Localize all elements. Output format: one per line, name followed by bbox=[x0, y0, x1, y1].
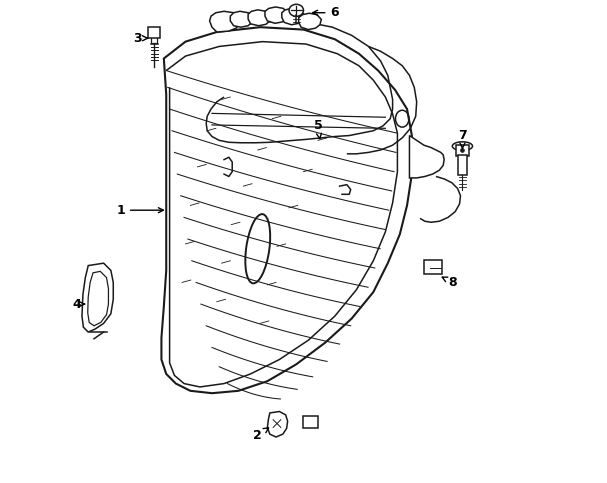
Polygon shape bbox=[209, 11, 240, 32]
Ellipse shape bbox=[452, 142, 472, 151]
FancyBboxPatch shape bbox=[458, 155, 467, 175]
FancyBboxPatch shape bbox=[149, 27, 160, 38]
Ellipse shape bbox=[289, 4, 304, 16]
Text: 7: 7 bbox=[458, 129, 467, 148]
Polygon shape bbox=[248, 10, 271, 26]
Polygon shape bbox=[82, 263, 114, 332]
Polygon shape bbox=[265, 7, 288, 23]
Polygon shape bbox=[88, 271, 109, 326]
Ellipse shape bbox=[461, 149, 464, 153]
Polygon shape bbox=[282, 8, 304, 25]
Text: 5: 5 bbox=[314, 119, 322, 139]
Polygon shape bbox=[410, 136, 444, 178]
Polygon shape bbox=[302, 416, 318, 428]
FancyBboxPatch shape bbox=[456, 145, 469, 156]
Text: 2: 2 bbox=[253, 428, 268, 441]
FancyBboxPatch shape bbox=[424, 260, 443, 274]
Text: 3: 3 bbox=[133, 32, 148, 45]
Text: 1: 1 bbox=[116, 204, 163, 217]
Text: 8: 8 bbox=[442, 276, 457, 289]
Polygon shape bbox=[299, 13, 321, 29]
Text: 4: 4 bbox=[73, 298, 84, 311]
Polygon shape bbox=[267, 412, 288, 437]
Polygon shape bbox=[230, 11, 253, 27]
Text: 6: 6 bbox=[313, 6, 339, 19]
